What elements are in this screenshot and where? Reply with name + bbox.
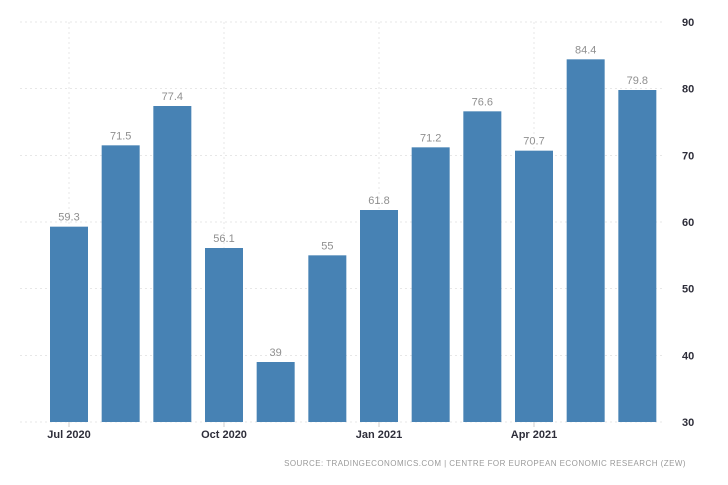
bar-value-label: 71.2	[420, 132, 441, 144]
y-axis-tick-label: 40	[682, 350, 694, 362]
y-axis-tick-label: 60	[682, 217, 694, 229]
x-axis-tick-label: Apr 2021	[511, 429, 557, 441]
bar-value-label: 59.3	[58, 212, 79, 224]
y-axis-tick-label: 30	[682, 417, 694, 429]
bar[interactable]	[308, 255, 347, 422]
bar[interactable]	[411, 147, 450, 423]
y-axis-tick-label: 80	[682, 84, 694, 96]
y-axis-tick-label: 70	[682, 150, 694, 162]
bar-value-label: 84.4	[575, 44, 596, 56]
bar[interactable]	[360, 210, 398, 422]
bar-value-label: 56.1	[213, 233, 234, 245]
bar-value-label: 76.6	[472, 96, 493, 108]
bar[interactable]	[50, 226, 88, 422]
bar[interactable]	[566, 59, 605, 422]
x-axis-tick-label: Jul 2020	[47, 429, 90, 441]
bar-value-label: 77.4	[162, 91, 183, 103]
bar[interactable]	[205, 248, 243, 422]
bar-value-label: 79.8	[627, 75, 648, 87]
bar[interactable]	[153, 106, 192, 422]
bar-value-label: 55	[321, 240, 333, 252]
bar[interactable]	[101, 145, 140, 423]
bar-value-label: 39	[270, 347, 282, 359]
bar-value-label: 61.8	[368, 195, 389, 207]
y-axis-tick-label: 50	[682, 284, 694, 296]
x-axis-tick-label: Oct 2020	[201, 429, 247, 441]
bar[interactable]	[618, 90, 657, 422]
bar[interactable]	[515, 150, 553, 422]
source-attribution: SOURCE: TRADINGECONOMICS.COM | CENTRE FO…	[284, 459, 686, 468]
y-axis-tick-label: 90	[682, 17, 694, 29]
bar[interactable]	[256, 362, 295, 422]
bar-value-label: 71.5	[110, 130, 131, 142]
bar-value-label: 70.7	[523, 136, 544, 148]
bar[interactable]	[463, 111, 502, 422]
x-axis-tick-label: Jan 2021	[356, 429, 402, 441]
